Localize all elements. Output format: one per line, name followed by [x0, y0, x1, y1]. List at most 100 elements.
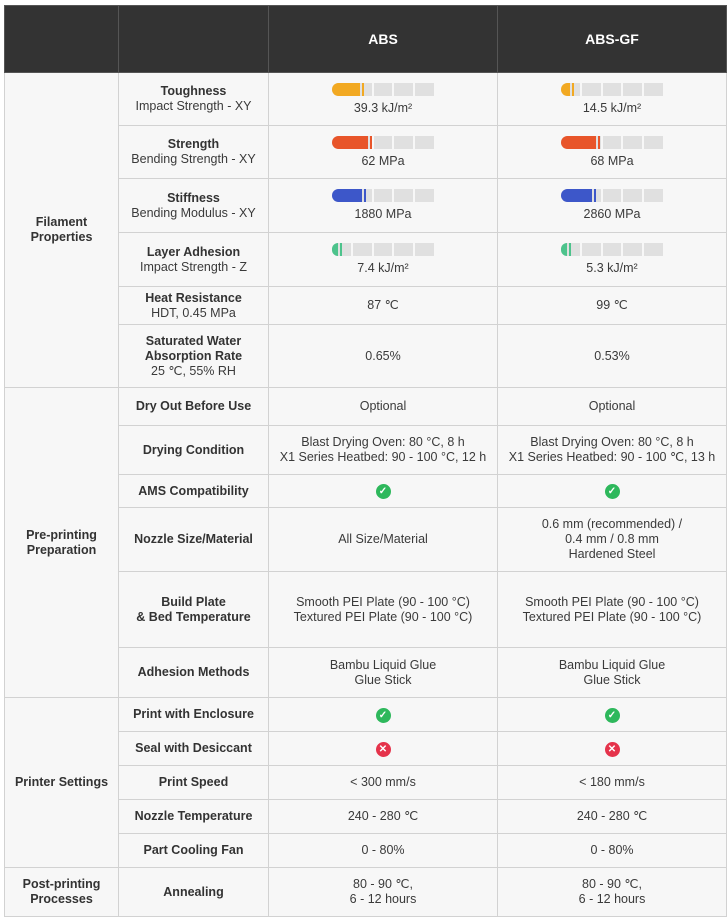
property-title: Drying Condition [142, 442, 245, 457]
rating-segment [623, 243, 643, 256]
abs-gf-value-cell: Smooth PEI Plate (90 - 100 °C) Textured … [497, 571, 727, 648]
header-blank-2 [118, 5, 269, 73]
value-text: Smooth PEI Plate (90 - 100 °C) Textured … [522, 594, 702, 624]
value-text: Blast Drying Oven: 80 °C, 8 h X1 Series … [508, 435, 716, 464]
value-text: 5.3 kJ/m² [586, 261, 638, 275]
rating-bar [332, 82, 434, 96]
abs-gf-value-cell: ✕ [497, 731, 727, 766]
abs-gf-value-cell: 0.6 mm (recommended) / 0.4 mm / 0.8 mm H… [497, 507, 727, 572]
property-cell: Drying Condition [118, 425, 269, 475]
abs-gf-value-cell: ✓ [497, 474, 727, 508]
property-title: Print with Enclosure [133, 707, 254, 721]
value-text: Optional [359, 399, 407, 413]
abs-value-cell: 0 - 80% [268, 833, 498, 868]
rating-segment [373, 82, 393, 96]
rating-segment [644, 82, 663, 96]
rating-segment [581, 82, 601, 96]
rating-bar [332, 135, 434, 149]
rating-segment [394, 135, 414, 149]
abs-gf-value-cell: 68 MPa [497, 125, 727, 179]
property-cell: Dry Out Before Use [118, 387, 269, 426]
property-cell: Adhesion Methods [118, 647, 269, 698]
rating-segment [623, 82, 643, 96]
abs-value-cell: All Size/Material [268, 507, 498, 572]
rating-fill [332, 189, 366, 202]
value-text: 7.4 kJ/m² [357, 261, 409, 275]
value-text: Bambu Liquid Glue Glue Stick [558, 657, 666, 687]
property-title: Layer Adhesion [146, 244, 241, 259]
rating-segment [644, 243, 663, 256]
property-cell: Part Cooling Fan [118, 833, 269, 868]
rating-segment [352, 243, 372, 256]
table-row: Nozzle Temperature 240 - 280 ℃ 240 - 280 ℃ [5, 799, 727, 834]
rating-segment [644, 189, 663, 202]
property-subtitle: 25 ℃, 55% RH [151, 363, 236, 378]
value-text: 68 MPa [590, 153, 634, 168]
abs-value-cell: 87 ℃ [268, 286, 498, 325]
property-cell: Stiffness Bending Modulus - XY [118, 178, 269, 233]
property-subtitle: Bending Strength - XY [131, 152, 256, 166]
rating-fill [561, 243, 572, 256]
abs-value-cell: ✓ [268, 474, 498, 508]
value-text: 240 - 280 ℃ [347, 809, 419, 823]
abs-gf-value-cell: Optional [497, 387, 727, 426]
value-text: 240 - 280 ℃ [576, 809, 648, 823]
abs-gf-value-cell: ✓ [497, 697, 727, 732]
value-text: 0 - 80% [590, 843, 634, 857]
property-title: Seal with Desiccant [135, 741, 252, 755]
rating-bar [332, 243, 434, 256]
check-icon: ✓ [375, 707, 391, 723]
property-title: Nozzle Size/Material [134, 532, 253, 546]
abs-value-cell: 80 - 90 ℃, 6 - 12 hours [268, 867, 498, 917]
abs-value-cell: 240 - 280 ℃ [268, 799, 498, 834]
property-cell: Print Speed [118, 765, 269, 800]
value-text: Blast Drying Oven: 80 °C, 8 h X1 Series … [279, 435, 487, 464]
rating-segment [373, 135, 393, 149]
property-title: Saturated Water Absorption Rate [144, 333, 243, 363]
rating-segment [415, 243, 434, 256]
value-text: Optional [588, 399, 636, 413]
rating-segment [623, 189, 643, 202]
abs-value-cell: Optional [268, 387, 498, 426]
rating-segment [602, 189, 622, 202]
property-cell: AMS Compatibility [118, 474, 269, 508]
value-text: 87 ℃ [367, 298, 399, 312]
property-title: Stiffness [167, 190, 220, 205]
property-cell: Strength Bending Strength - XY [118, 125, 269, 179]
rating-fill [332, 243, 343, 256]
rating-segment [415, 189, 434, 202]
value-text: 0.6 mm (recommended) / 0.4 mm / 0.8 mm H… [541, 517, 683, 561]
value-text: < 180 mm/s [579, 775, 645, 789]
abs-value-cell: ✕ [268, 731, 498, 766]
table-row: Seal with Desiccant ✕ ✕ [5, 731, 727, 766]
header-abs-gf: ABS-GF [497, 5, 727, 73]
property-title: Adhesion Methods [137, 665, 250, 679]
property-title: Heat Resistance [145, 290, 242, 305]
property-title: Build Plate & Bed Temperature [136, 594, 251, 624]
rating-segment [644, 135, 663, 149]
abs-gf-value-cell: 0.53% [497, 324, 727, 388]
category-cell: Printer Settings [4, 697, 119, 868]
value-text: 80 - 90 ℃, 6 - 12 hours [578, 877, 646, 906]
property-title: Part Cooling Fan [143, 843, 244, 857]
value-text: < 300 mm/s [350, 775, 416, 789]
property-title: Annealing [163, 884, 224, 899]
property-cell: Print with Enclosure [118, 697, 269, 732]
property-subtitle: Bending Modulus - XY [131, 205, 256, 220]
value-text: 62 MPa [361, 153, 405, 168]
abs-value-cell: Bambu Liquid Glue Glue Stick [268, 647, 498, 698]
abs-gf-value-cell: 80 - 90 ℃, 6 - 12 hours [497, 867, 727, 917]
category-cell: Filament Properties [4, 72, 119, 388]
value-text: 1880 MPa [354, 207, 412, 221]
value-text: All Size/Material [338, 532, 428, 546]
property-cell: Nozzle Temperature [118, 799, 269, 834]
rating-segment [373, 243, 393, 256]
category-cell: Pre-printing Preparation [4, 387, 119, 698]
property-title: Dry Out Before Use [135, 399, 252, 413]
property-cell: Layer Adhesion Impact Strength - Z [118, 232, 269, 287]
rating-segment [602, 243, 622, 256]
table-row: Post-printing Processes Annealing 80 - 90 … [4, 867, 727, 917]
table-row: Build Plate & Bed Temperature Smooth PEI … [5, 571, 727, 648]
cross-icon: ✕ [604, 741, 620, 757]
property-cell: Toughness Impact Strength - XY [118, 72, 269, 126]
